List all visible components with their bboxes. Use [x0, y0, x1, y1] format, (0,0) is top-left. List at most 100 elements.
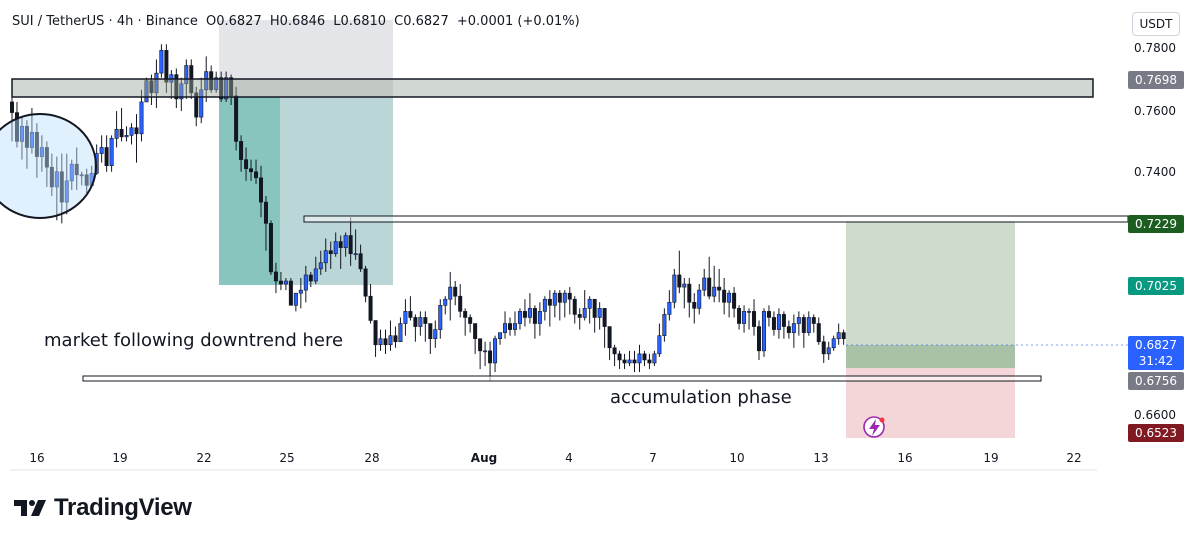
candle-body: [383, 338, 388, 346]
candle-body: [353, 253, 358, 256]
alert-icon[interactable]: [863, 416, 885, 438]
candle: [84, 168, 89, 194]
tradingview-logo[interactable]: TradingView: [14, 494, 192, 522]
candle: [796, 311, 801, 336]
candle-body: [562, 292, 567, 303]
candle-body: [244, 159, 249, 170]
candle: [244, 147, 249, 181]
highlight-ellipse[interactable]: [0, 113, 97, 219]
candle: [831, 335, 836, 351]
candle-body: [816, 323, 821, 343]
candle: [258, 165, 263, 218]
long-position-target-zone: [846, 221, 1015, 368]
candle-body: [109, 138, 114, 166]
candle: [134, 114, 139, 163]
candle-body: [587, 298, 592, 309]
candle-body: [69, 163, 74, 182]
candle: [29, 108, 34, 154]
candle-body: [572, 298, 577, 315]
candle-body: [522, 311, 527, 318]
price-axis[interactable]: 0.7800 0.7600 0.7400 0.6600: [1134, 41, 1176, 422]
candle-body: [766, 311, 771, 318]
candle-body: [24, 125, 29, 148]
time-tick-label: 19: [112, 451, 127, 465]
resistance-line-box[interactable]: [303, 215, 1129, 223]
candle-body: [532, 308, 537, 324]
support-line-box[interactable]: [82, 375, 1042, 382]
currency-button[interactable]: USDT: [1132, 12, 1180, 36]
candle: [826, 341, 831, 360]
long-position-filled-zone: [846, 345, 1015, 368]
price-label: 0.6756: [1128, 372, 1184, 390]
candle: [587, 296, 592, 324]
candle-body: [219, 77, 224, 100]
candle: [478, 338, 483, 370]
candle-body: [348, 235, 353, 255]
candle-body: [273, 271, 278, 282]
candle-body: [44, 147, 49, 168]
price-label-bg: [1128, 372, 1184, 390]
candle: [283, 277, 288, 291]
candle: [254, 159, 259, 184]
candle-body: [742, 311, 747, 324]
candle-body: [677, 274, 682, 288]
candle-body: [373, 320, 378, 346]
candle-body: [552, 292, 557, 306]
candle-body: [428, 323, 433, 339]
candle-body: [507, 323, 512, 330]
candle-body: [358, 253, 363, 270]
resistance-zone-box[interactable]: [11, 78, 1094, 98]
candle-body: [542, 298, 547, 312]
candle-body: [283, 280, 288, 285]
candle: [816, 317, 821, 345]
candle: [791, 314, 796, 348]
candle-body: [433, 329, 438, 339]
candle: [278, 271, 283, 291]
candle-body: [338, 241, 343, 248]
candle: [702, 268, 707, 297]
candle-body: [443, 298, 448, 306]
candle-body: [268, 223, 273, 273]
candle: [712, 265, 717, 303]
candle-body: [388, 335, 393, 346]
candle-body: [478, 338, 483, 352]
candle: [24, 120, 29, 169]
candle-body: [119, 128, 124, 138]
candle: [313, 256, 318, 285]
candle-body: [308, 274, 313, 282]
price-label-value: 0.6827: [1135, 338, 1177, 352]
candle-body: [747, 311, 752, 313]
candle: [493, 335, 498, 373]
candle-body: [378, 338, 383, 346]
candle: [811, 314, 816, 333]
candle-body: [667, 301, 672, 315]
candle: [677, 250, 682, 294]
candle-body: [199, 89, 204, 118]
candle-body: [408, 311, 413, 318]
candle: [742, 305, 747, 333]
time-axis[interactable]: 16 19 22 25 28 Aug 4 7 10 13 16 19 22: [10, 451, 1097, 471]
candle: [268, 220, 273, 275]
candle: [373, 320, 378, 357]
price-label-bg: [1128, 277, 1184, 295]
candle-body: [811, 317, 816, 324]
candle: [582, 290, 587, 321]
candle: [577, 308, 582, 330]
candle: [378, 329, 383, 351]
candle-body: [483, 350, 488, 353]
candle-body: [592, 298, 597, 318]
candle: [527, 293, 532, 324]
candle-body: [164, 50, 169, 83]
candle: [303, 265, 308, 303]
price-label-bg: [1128, 71, 1184, 89]
candle: [293, 292, 298, 312]
candle-body: [582, 308, 587, 318]
bar-countdown: 31:42: [1139, 354, 1174, 368]
candle: [781, 311, 786, 339]
candle-body: [258, 177, 263, 203]
candle: [727, 290, 732, 318]
candle-body: [468, 317, 473, 324]
candle-body: [54, 171, 59, 188]
candle: [39, 135, 44, 172]
